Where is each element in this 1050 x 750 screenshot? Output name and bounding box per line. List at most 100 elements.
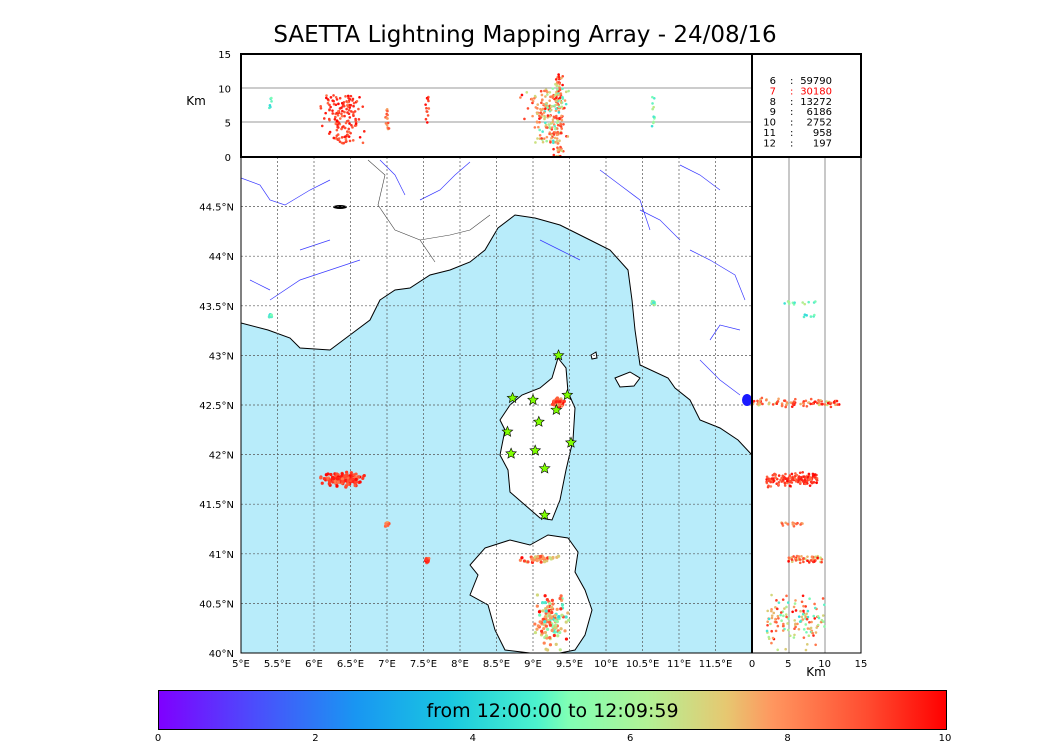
stroke-point-top [552, 141, 555, 145]
stroke-point-side [788, 474, 792, 477]
stroke-point-top [338, 140, 342, 143]
count-label: 6 [770, 76, 776, 87]
stroke-point-top [362, 130, 366, 133]
stroke-point-top [355, 99, 359, 103]
stroke-point [553, 619, 557, 623]
count-separator: : [790, 76, 793, 87]
stroke-point-side [781, 624, 785, 628]
stroke-point-top [347, 130, 351, 134]
stroke-point-side [797, 615, 801, 618]
stroke-point-top [560, 76, 563, 80]
stroke-point-side [823, 625, 826, 628]
stroke-point-side [809, 402, 812, 406]
stroke-point-top [536, 137, 539, 140]
stroke-point [544, 634, 548, 638]
stroke-point-top [347, 135, 351, 138]
stroke-point-side [770, 641, 773, 645]
stroke-point [564, 615, 568, 619]
stroke-point-side [820, 560, 823, 564]
stroke-point-side [783, 484, 787, 487]
stroke-point-side [817, 403, 821, 407]
stroke-point [564, 637, 569, 641]
stroke-point-side [772, 479, 775, 482]
stroke-point-side [792, 555, 795, 558]
stroke-point [320, 481, 324, 485]
stroke-point [548, 556, 552, 560]
stroke-point [567, 618, 571, 622]
stroke-point-top [384, 122, 388, 125]
stroke-point-top [557, 73, 560, 76]
stroke-point [536, 555, 540, 559]
stroke-point-top [558, 139, 561, 142]
stroke-point-side [834, 403, 837, 407]
stroke-point-top [386, 109, 389, 113]
stroke-point-top [347, 127, 351, 131]
stroke-point-top [554, 140, 557, 144]
stroke-point-top [558, 96, 562, 100]
chart-title: SAETTA Lightning Mapping Array - 24/08/1… [273, 22, 777, 48]
stroke-point-top [345, 140, 348, 143]
side-alt-tick-label: 15 [855, 659, 868, 670]
stroke-point-side [771, 636, 775, 640]
stroke-point-top [526, 107, 530, 110]
stroke-point-side [805, 643, 809, 646]
stroke-point-side [769, 485, 773, 488]
stroke-point-side [803, 313, 807, 316]
stroke-point-top [548, 126, 552, 129]
lat-tick-label: 40°N [209, 649, 234, 660]
stroke-point-side [826, 401, 830, 405]
stroke-point-side [802, 402, 806, 406]
stroke-point-side [805, 617, 809, 621]
stroke-point-top [563, 106, 566, 110]
stroke-point-top [652, 96, 656, 100]
stroke-point-top [550, 133, 553, 137]
map-strokes [267, 299, 657, 652]
mainland-coast [241, 157, 752, 456]
stroke-point-top [352, 114, 355, 117]
stroke-point-top [525, 91, 529, 94]
stroke-point-side [794, 625, 797, 629]
stroke-point-top [552, 115, 556, 119]
stroke-point-top [334, 103, 338, 107]
stroke-point-side [802, 560, 805, 564]
stroke-point [539, 560, 543, 564]
stroke-point-side [777, 397, 780, 401]
stroke-point-side [783, 302, 786, 305]
count-value: 197 [813, 138, 832, 149]
stroke-point-side [800, 600, 804, 604]
count-value: 958 [813, 128, 832, 139]
stroke-point-top [551, 87, 555, 90]
stroke-point-top [549, 122, 553, 125]
stroke-point [324, 473, 328, 477]
stroke-point-top [556, 146, 559, 149]
stroke-point-side [810, 555, 814, 559]
stroke-point-top [530, 97, 534, 101]
stroke-point-top [558, 148, 562, 152]
stroke-point-side [765, 475, 769, 479]
stroke-point-side [835, 399, 839, 403]
stroke-point-top [551, 120, 555, 124]
stroke-point-top [650, 124, 654, 128]
stroke-point-top [520, 93, 524, 97]
stroke-point-side [810, 620, 813, 624]
stroke-point-top [351, 97, 355, 101]
stroke-point-side [772, 473, 776, 476]
stroke-point-side [793, 633, 796, 637]
stroke-point-top [549, 95, 552, 99]
stroke-point-top [538, 133, 542, 137]
stroke-point-side [774, 617, 777, 621]
stroke-point-top [558, 88, 562, 92]
stroke-point-top [651, 102, 654, 105]
stroke-point-top [320, 124, 324, 128]
stroke-point-side [781, 629, 785, 632]
stroke-point-top [538, 114, 541, 118]
stroke-point-top [327, 117, 331, 121]
stroke-point-top [270, 96, 273, 100]
stroke-point [543, 620, 547, 624]
stroke-point-top [328, 103, 331, 107]
stroke-point-side [815, 626, 819, 629]
stroke-point-side [815, 478, 819, 482]
stroke-point-top [340, 106, 343, 110]
stroke-point-side [806, 555, 809, 558]
stroke-point [557, 615, 561, 619]
